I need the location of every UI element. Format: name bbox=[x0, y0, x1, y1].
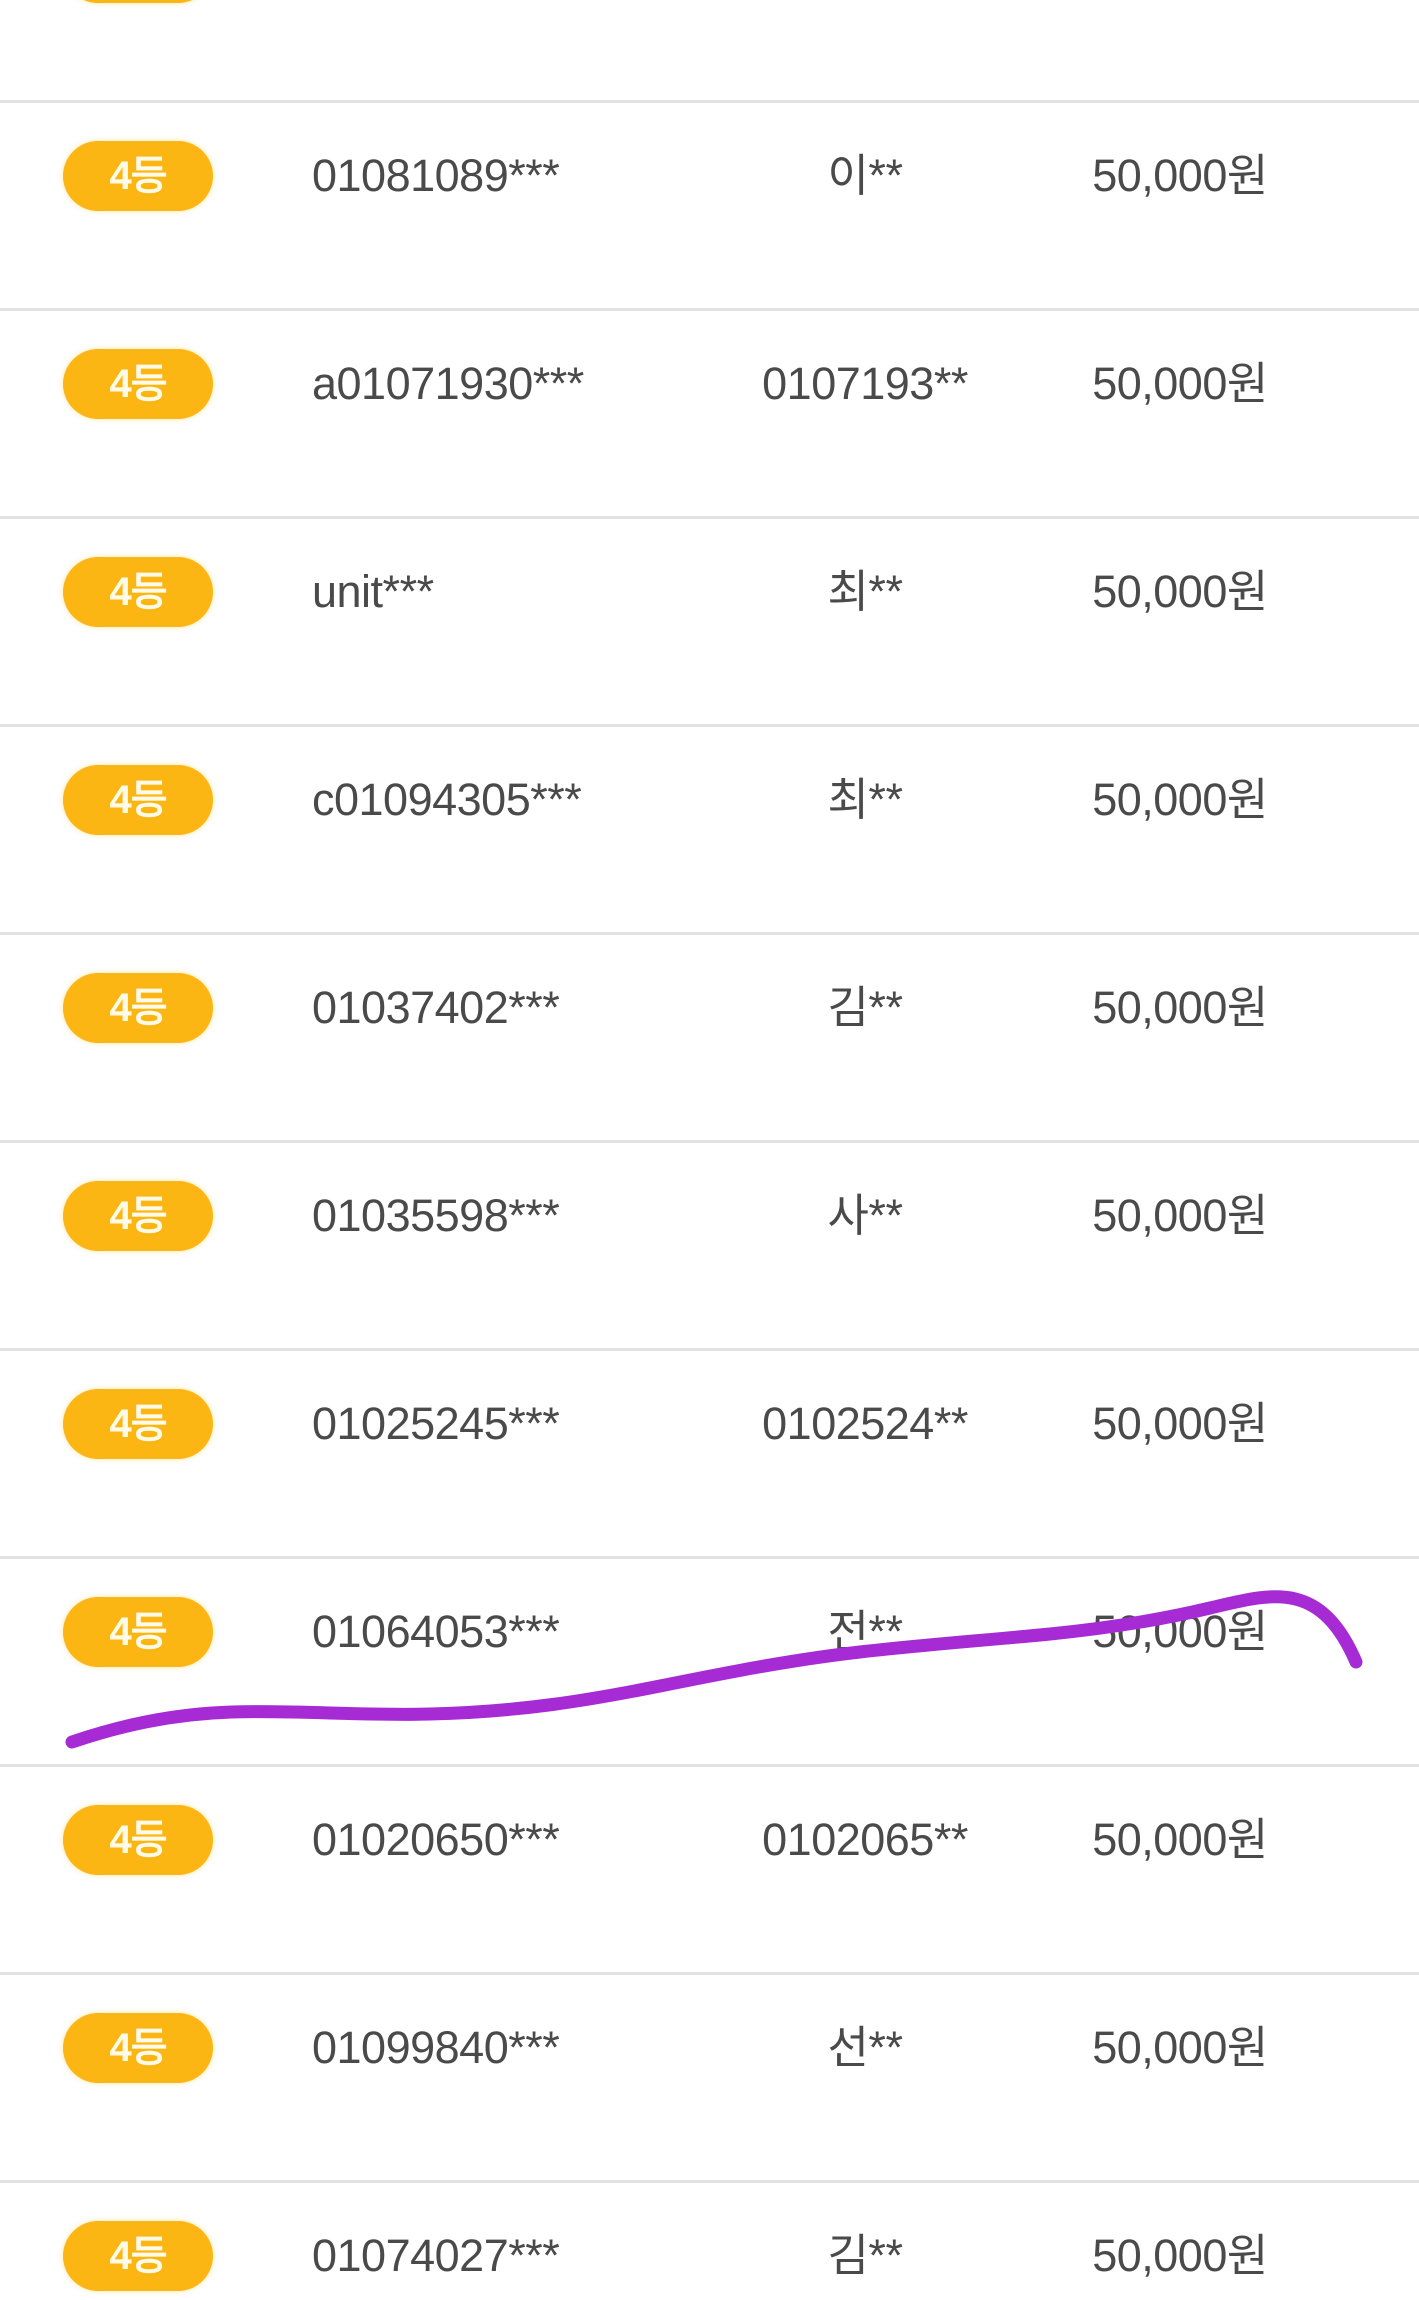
winner-name: 사** bbox=[827, 1190, 903, 1241]
winner-name: 김** bbox=[827, 982, 903, 1033]
rank-badge: 4등 bbox=[63, 1597, 213, 1667]
rank-badge: 4등 bbox=[63, 1805, 213, 1875]
prize-amount: 50,000원 bbox=[1092, 150, 1268, 201]
winner-name: ** bbox=[700, 0, 1030, 3]
prize-amount: 50,000원 bbox=[1092, 1398, 1268, 1449]
prize-amount: 50,000원 bbox=[1060, 0, 1300, 3]
rank-badge: 4등 bbox=[63, 1181, 213, 1251]
winner-id: 01081089*** bbox=[312, 150, 560, 201]
winner-name: 0102065** bbox=[762, 1814, 968, 1865]
table-row[interactable]: 4등 unit*** 최** 50,000원 bbox=[0, 519, 1419, 727]
prize-amount: 50,000원 bbox=[1092, 2022, 1268, 2073]
prize-amount: 50,000원 bbox=[1092, 566, 1268, 617]
table-row[interactable]: 4등 01081089*** 이** 50,000원 bbox=[0, 103, 1419, 311]
winner-id: 01035598*** bbox=[312, 1190, 560, 1241]
winner-name: 선** bbox=[827, 2022, 903, 2073]
winner-id: sm*** bbox=[312, 0, 422, 3]
table-row[interactable]: 4등 sm*** ** 50,000원 bbox=[0, 0, 1419, 103]
winner-id: a01071930*** bbox=[312, 358, 584, 409]
winner-name: 최** bbox=[827, 566, 903, 617]
table-row[interactable]: 4등 01025245*** 0102524** 50,000원 bbox=[0, 1351, 1419, 1559]
winner-id: 01099840*** bbox=[312, 2022, 560, 2073]
winner-name: 이** bbox=[827, 150, 903, 201]
rank-badge: 4등 bbox=[63, 0, 213, 3]
winner-id: 01064053*** bbox=[312, 1606, 560, 1657]
table-row[interactable]: 4등 a01071930*** 0107193** 50,000원 bbox=[0, 311, 1419, 519]
winner-name: 김** bbox=[827, 2230, 903, 2281]
prize-amount: 50,000원 bbox=[1092, 982, 1268, 1033]
winner-id: 01025245*** bbox=[312, 1398, 560, 1449]
table-row[interactable]: 4등 01074027*** 김** 50,000원 bbox=[0, 2183, 1419, 2300]
table-row[interactable]: 4등 01035598*** 사** 50,000원 bbox=[0, 1143, 1419, 1351]
table-row[interactable]: 4등 01037402*** 김** 50,000원 bbox=[0, 935, 1419, 1143]
winner-name: 0107193** bbox=[762, 358, 968, 409]
rank-badge: 4등 bbox=[63, 349, 213, 419]
prize-amount: 50,000원 bbox=[1092, 358, 1268, 409]
winner-id: 01037402*** bbox=[312, 982, 560, 1033]
winner-id: c01094305*** bbox=[312, 774, 582, 825]
rank-badge: 4등 bbox=[63, 765, 213, 835]
winner-id: 01020650*** bbox=[312, 1814, 560, 1865]
rank-badge: 4등 bbox=[63, 557, 213, 627]
winner-id: unit*** bbox=[312, 566, 434, 617]
table-row[interactable]: 4등 c01094305*** 최** 50,000원 bbox=[0, 727, 1419, 935]
prize-amount: 50,000원 bbox=[1092, 1190, 1268, 1241]
prize-amount: 50,000원 bbox=[1092, 1606, 1268, 1657]
table-row[interactable]: 4등 01099840*** 선** 50,000원 bbox=[0, 1975, 1419, 2183]
prize-amount: 50,000원 bbox=[1092, 2230, 1268, 2281]
rank-badge: 4등 bbox=[63, 2221, 213, 2291]
winner-id: 01074027*** bbox=[312, 2230, 560, 2281]
rank-badge: 4등 bbox=[63, 2013, 213, 2083]
prize-amount: 50,000원 bbox=[1092, 774, 1268, 825]
prize-amount: 50,000원 bbox=[1092, 1814, 1268, 1865]
rank-badge: 4등 bbox=[63, 1389, 213, 1459]
table-row[interactable]: 4등 01020650*** 0102065** 50,000원 bbox=[0, 1767, 1419, 1975]
table-row[interactable]: 4등 01064053*** 전** 50,000원 bbox=[0, 1559, 1419, 1767]
winner-name: 0102524** bbox=[762, 1398, 968, 1449]
rank-badge: 4등 bbox=[63, 141, 213, 211]
winner-name: 최** bbox=[827, 774, 903, 825]
rank-badge: 4등 bbox=[63, 973, 213, 1043]
winner-name: 전** bbox=[827, 1606, 903, 1657]
